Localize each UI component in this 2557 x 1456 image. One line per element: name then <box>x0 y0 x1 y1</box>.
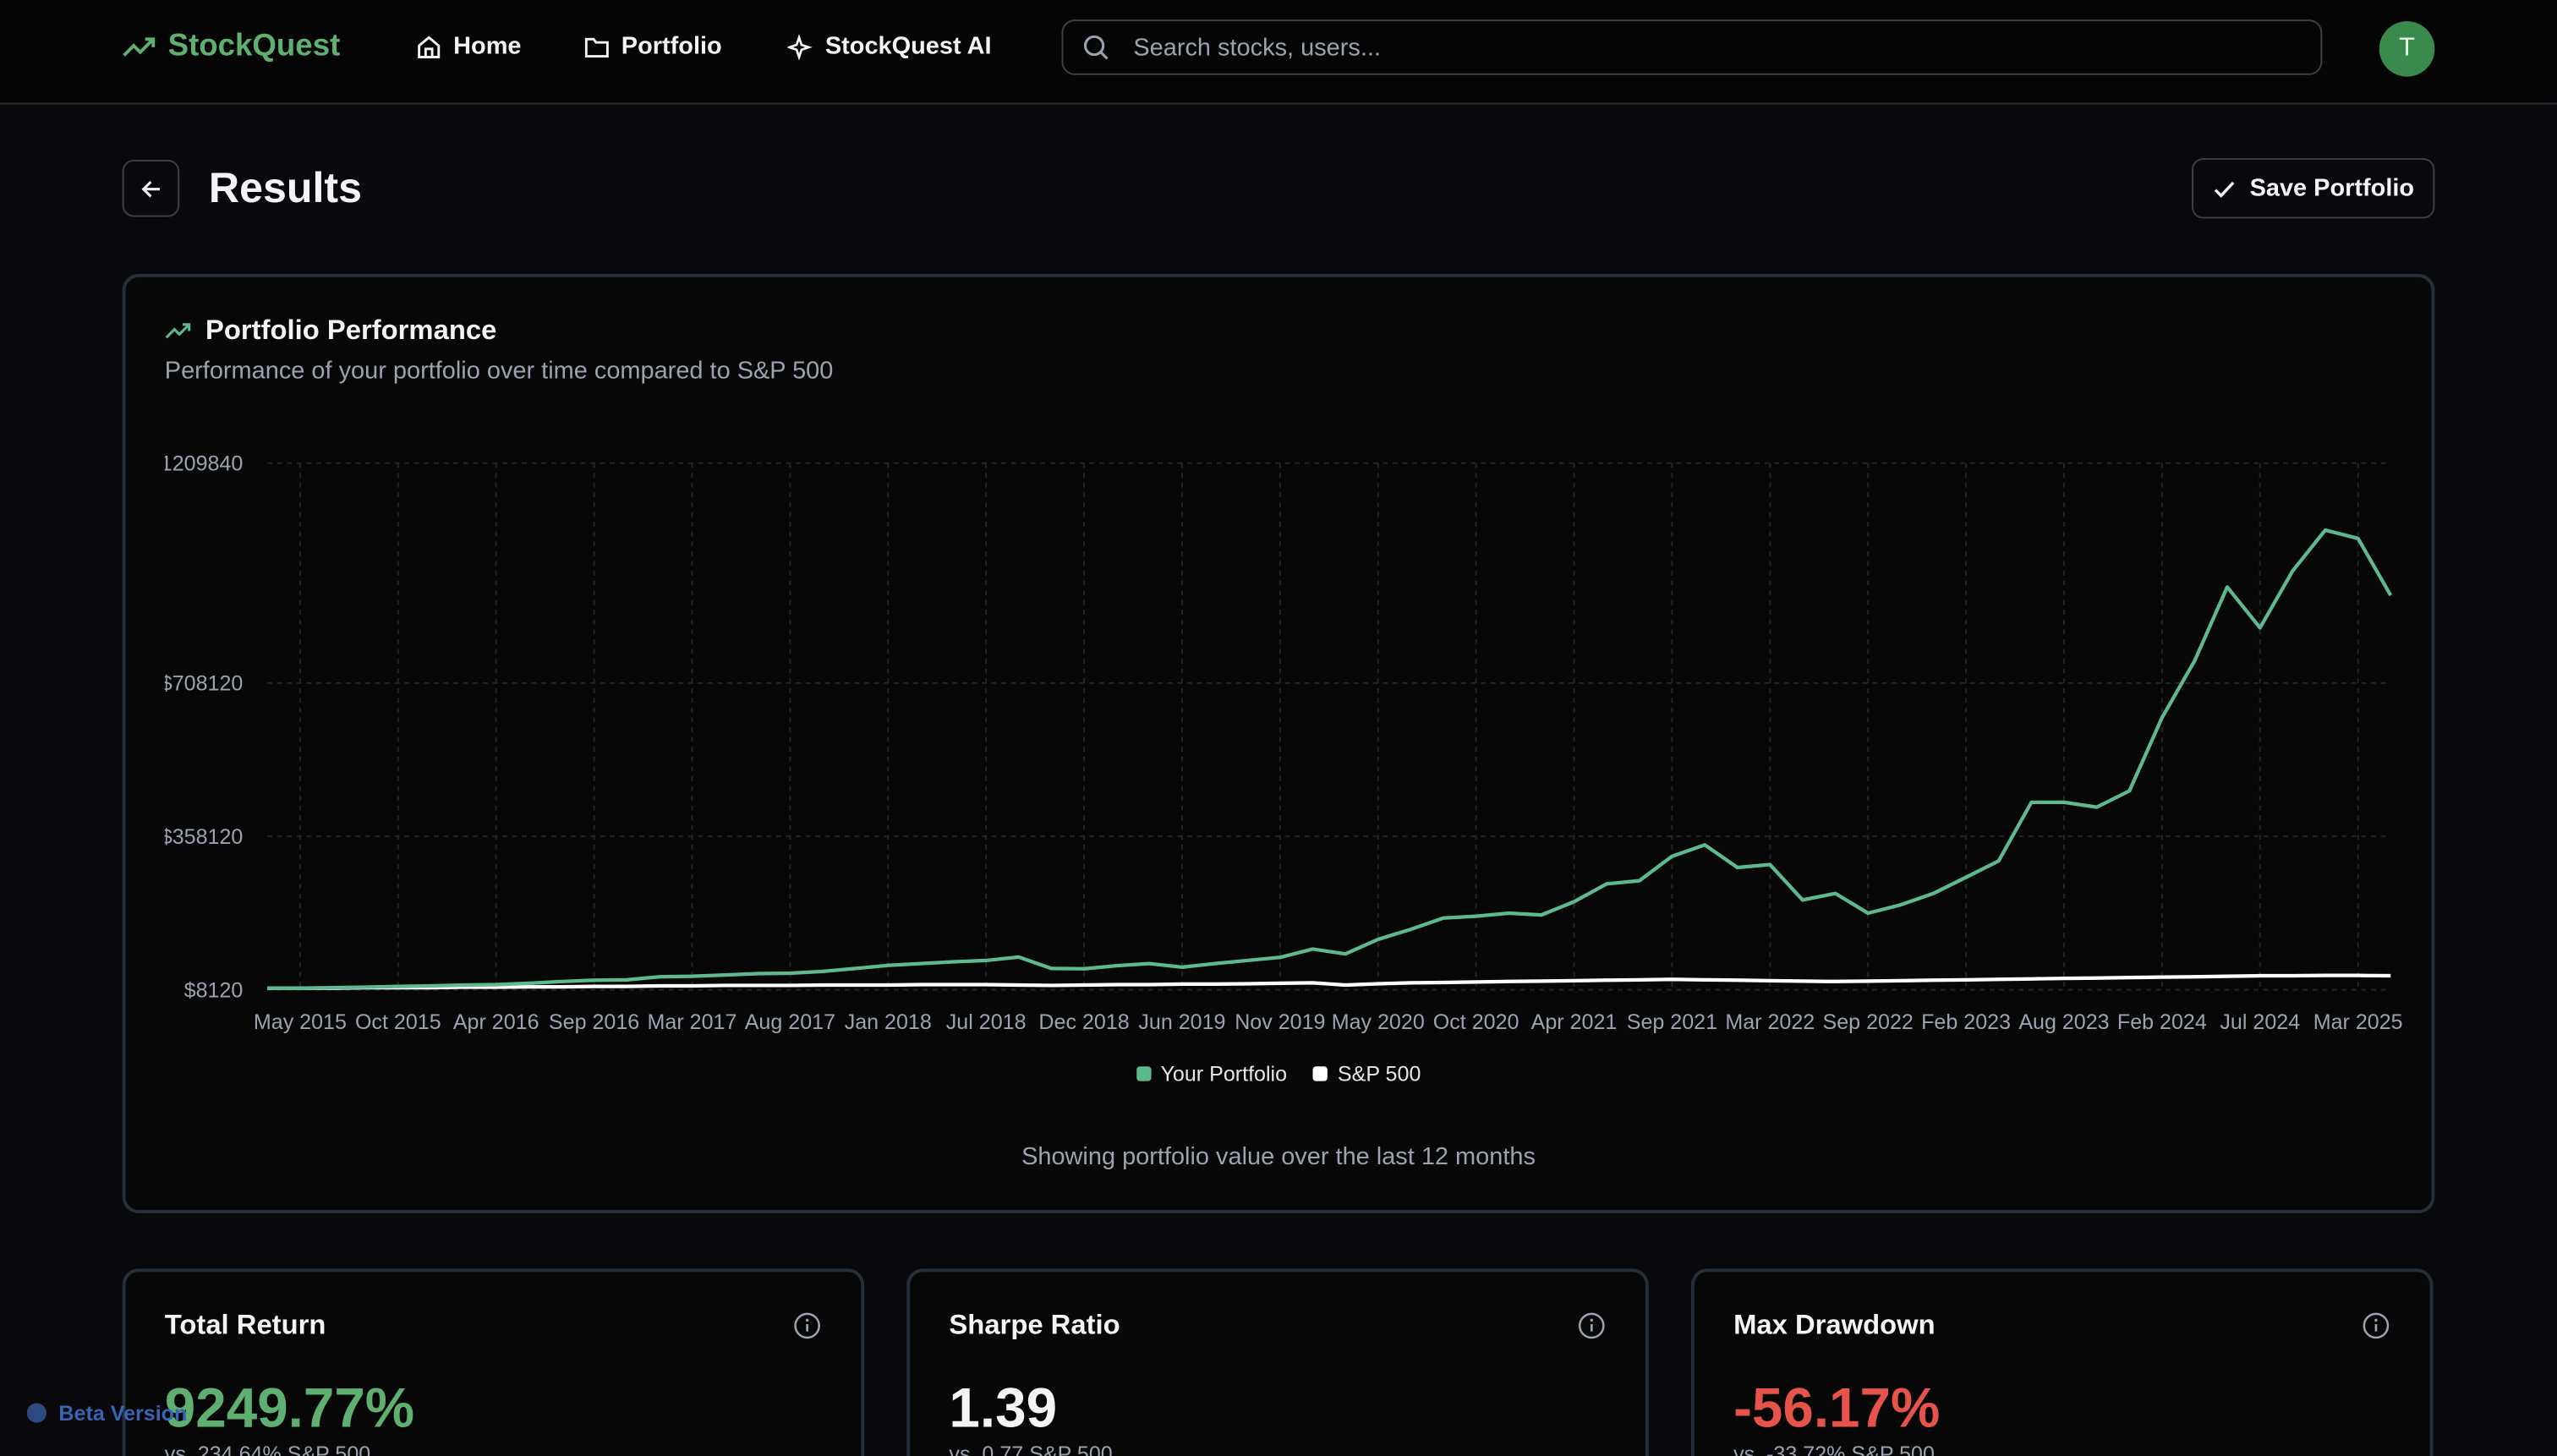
chart-card-title: Portfolio Performance <box>165 315 497 348</box>
legend-swatch <box>1136 1066 1151 1081</box>
nav-link-text: StockQuest AI <box>824 32 992 61</box>
x-tick-label: Apr 2016 <box>453 1010 539 1034</box>
metric-comparison: vs. 0.77 S&P 500 <box>949 1441 1113 1456</box>
chart-card <box>122 273 2435 1213</box>
legend-label: Your Portfolio <box>1160 1061 1288 1087</box>
metric-title: Total Return <box>164 1309 326 1341</box>
x-tick-label: Sep 2016 <box>549 1010 639 1034</box>
chart-footer: Showing portfolio value over the last 12… <box>1021 1142 1536 1171</box>
brand[interactable]: StockQuest <box>123 29 341 65</box>
folder-icon <box>584 36 609 57</box>
x-tick-label: Jan 2018 <box>845 1010 932 1034</box>
info-icon[interactable] <box>2362 1311 2391 1341</box>
sparkle-icon <box>787 33 813 60</box>
y-tick-label: $708120 <box>161 671 244 695</box>
beta-badge: Beta Version <box>26 1401 187 1426</box>
legend-item: S&P 500 <box>1312 1061 1421 1087</box>
legend-item: Your Portfolio <box>1136 1061 1288 1087</box>
metric-card <box>1690 1268 2434 1456</box>
x-tick-label: Mar 2025 <box>2313 1010 2403 1034</box>
x-tick-label: Jul 2018 <box>946 1010 1027 1034</box>
metric-value: 9249.77% <box>164 1377 415 1440</box>
x-tick-label: Aug 2017 <box>745 1010 835 1034</box>
search-placeholder: Search stocks, users... <box>1133 33 1381 62</box>
x-tick-label: Dec 2018 <box>1038 1010 1129 1034</box>
nav-link-text: Portfolio <box>621 32 722 61</box>
y-tick-label: $1209840 <box>149 452 244 475</box>
x-tick-label: Sep 2021 <box>1627 1010 1717 1034</box>
y-tick-label: $358120 <box>161 825 244 849</box>
x-tick-label: Sep 2022 <box>1823 1010 1914 1034</box>
legend: Your Portfolio S&P 500 <box>0 1061 2557 1086</box>
navbar: StockQuest Home Portfolio StockQuest AI … <box>0 0 2557 105</box>
badge-text: Beta Version <box>58 1400 188 1426</box>
check-icon <box>2213 180 2234 197</box>
metric-value: 1.39 <box>949 1377 1058 1440</box>
nav-link-text: Home <box>453 32 522 61</box>
metric-value: -56.17% <box>1733 1377 1941 1440</box>
save-button[interactable]: Save Portfolio <box>2191 158 2435 219</box>
metric-card <box>122 1268 865 1456</box>
nav-link[interactable]: StockQuest AI <box>787 32 992 61</box>
series-line <box>267 528 2393 990</box>
page-title: Results <box>208 162 362 212</box>
back-icon <box>140 179 160 197</box>
brand-icon <box>123 37 156 57</box>
chart-subtitle: Performance of your portfolio over time … <box>164 357 834 386</box>
metric-card <box>906 1268 1649 1456</box>
x-tick-label: Apr 2021 <box>1531 1010 1618 1034</box>
legend-label: S&P 500 <box>1337 1061 1421 1087</box>
nav-link[interactable]: Home <box>416 32 522 61</box>
search-box[interactable]: Search stocks, users... <box>1061 19 2323 75</box>
search-icon <box>1083 34 1109 59</box>
x-tick-label: Aug 2023 <box>2018 1010 2109 1034</box>
brand-name: StockQuest <box>167 29 341 64</box>
chart-title: Portfolio Performance <box>205 315 497 346</box>
trend-icon <box>165 323 191 339</box>
x-tick-label: Mar 2022 <box>1725 1010 1815 1034</box>
x-tick-label: Oct 2015 <box>355 1010 441 1034</box>
save-button-text: Save Portfolio <box>2249 174 2415 203</box>
nav-link[interactable]: Portfolio <box>583 32 722 61</box>
metric-comparison: vs. -33.72% S&P 500 <box>1733 1441 1935 1456</box>
legend-swatch <box>1312 1066 1328 1081</box>
y-tick-label: $8120 <box>184 978 244 1002</box>
info-icon[interactable] <box>1577 1311 1607 1341</box>
x-tick-label: May 2015 <box>254 1010 347 1034</box>
series-line <box>267 973 2391 990</box>
x-tick-label: Oct 2020 <box>1433 1010 1519 1034</box>
metric-title: Sharpe Ratio <box>949 1309 1120 1341</box>
info-icon[interactable] <box>792 1311 822 1341</box>
home-icon <box>418 35 441 57</box>
x-tick-label: Feb 2024 <box>2117 1010 2207 1034</box>
avatar[interactable]: T <box>2379 21 2435 77</box>
metric-comparison: vs. 234.64% S&P 500 <box>164 1441 371 1456</box>
x-tick-label: Jun 2019 <box>1138 1010 1225 1034</box>
avatar-initial: T <box>2399 34 2416 63</box>
x-tick-label: May 2020 <box>1332 1010 1425 1034</box>
metric-title: Max Drawdown <box>1733 1309 1936 1341</box>
x-tick-label: Feb 2023 <box>1921 1010 2011 1034</box>
badge-dot <box>26 1403 47 1423</box>
x-tick-label: Mar 2017 <box>648 1010 737 1034</box>
x-tick-label: Jul 2024 <box>2220 1010 2300 1034</box>
back-button[interactable] <box>122 159 180 217</box>
x-tick-label: Nov 2019 <box>1235 1010 1325 1034</box>
